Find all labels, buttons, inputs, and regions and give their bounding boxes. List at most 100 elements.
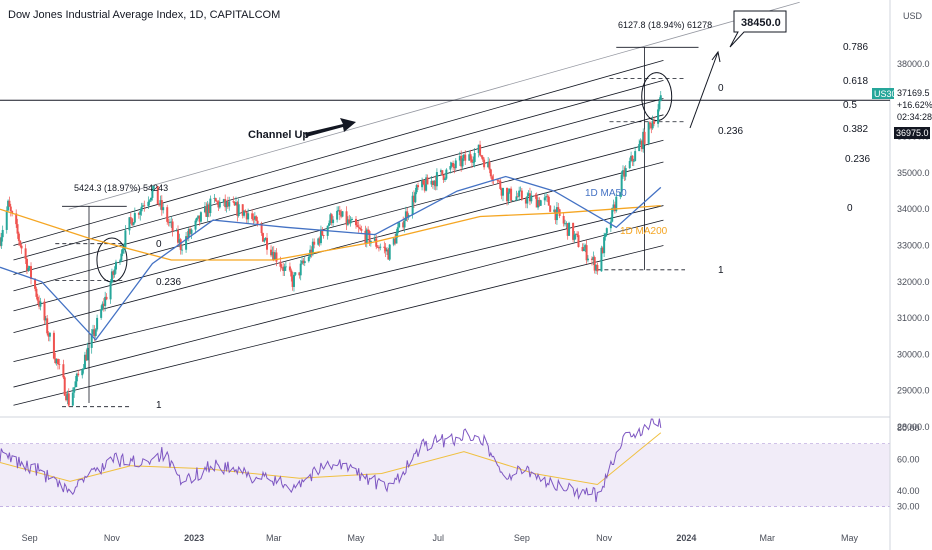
candle-body	[615, 196, 618, 212]
candle-body	[35, 288, 38, 297]
candle-body	[491, 176, 494, 180]
candle-body	[162, 207, 165, 211]
candle-body	[581, 247, 584, 252]
candle-body	[27, 268, 30, 271]
price-tick-label: 34000.0	[897, 204, 930, 214]
current-price-badge	[894, 127, 930, 139]
candle-body	[355, 218, 357, 226]
candle-body	[113, 269, 116, 275]
candle-body	[195, 217, 198, 221]
candle-body	[449, 166, 452, 170]
candle-body	[186, 236, 189, 238]
candle-body	[452, 162, 455, 167]
candle-body	[605, 228, 608, 234]
candle-body	[360, 229, 363, 231]
fib-level-0618: 0.618	[843, 76, 868, 87]
candle-body	[349, 220, 352, 224]
channel-line	[13, 59, 664, 246]
candle-body	[197, 215, 200, 218]
candle-body	[386, 249, 389, 252]
candle-body	[187, 228, 190, 238]
candle-body	[7, 200, 10, 211]
ellipse-2023	[641, 72, 673, 122]
candle-body	[528, 193, 531, 202]
candle-body	[74, 381, 77, 388]
candle-body	[595, 264, 598, 271]
candle-body	[425, 177, 428, 191]
candle-body	[288, 266, 291, 271]
candle-body	[104, 296, 107, 306]
candle-body	[290, 270, 293, 277]
candle-body	[237, 204, 240, 216]
candle-body	[43, 301, 46, 321]
candle-body	[272, 251, 275, 260]
candle-body	[520, 190, 523, 200]
candle-body	[553, 209, 556, 212]
candle-body	[93, 329, 96, 336]
candle-body	[470, 159, 473, 163]
candle-body	[639, 140, 642, 145]
candle-body	[468, 154, 471, 161]
price-tick-label: 31000.0	[897, 313, 930, 323]
candle-body	[472, 162, 475, 163]
chart-title: Dow Jones Industrial Average Index, 1D, …	[8, 9, 280, 21]
candle-body	[213, 198, 216, 199]
candle-body	[271, 251, 274, 256]
candle-body	[359, 227, 362, 230]
channel-up-label: Channel Up	[248, 129, 309, 141]
candle-body	[545, 196, 548, 198]
candle-body	[133, 213, 136, 223]
candle-body	[441, 170, 444, 176]
candle-body	[379, 246, 382, 248]
candle-body	[8, 200, 11, 207]
candle-body	[417, 185, 420, 188]
candle-body	[562, 216, 565, 224]
candle-body	[58, 364, 61, 365]
candle-body	[94, 329, 97, 336]
candle-body	[345, 211, 348, 225]
candle-body	[582, 248, 585, 252]
candle-body	[77, 373, 80, 376]
candle-body	[612, 204, 615, 208]
ma50-label: 1D MA50	[585, 188, 627, 199]
candle-body	[398, 222, 401, 228]
candle-body	[643, 131, 646, 144]
candle-body	[480, 155, 483, 157]
candle-body	[137, 213, 140, 215]
target-callout[interactable]: 38450.0	[729, 10, 787, 48]
candle-body	[0, 237, 3, 246]
channel-group	[0, 1, 890, 406]
candle-body	[170, 221, 173, 223]
measure-2023-label: 6127.8 (18.94%) 61278	[618, 20, 712, 30]
candle-body	[38, 300, 41, 307]
time-tick-label: Nov	[596, 533, 613, 543]
candle-body	[194, 220, 197, 230]
candle-body	[160, 200, 163, 211]
candle-body	[368, 231, 371, 244]
candle-body	[464, 154, 467, 161]
candle-body	[25, 258, 28, 271]
candle-body	[302, 260, 305, 264]
candle-body	[394, 238, 397, 244]
time-tick-label: 2024	[676, 533, 696, 543]
candle-body	[189, 228, 192, 234]
candle-body	[383, 246, 386, 248]
candle-body	[404, 211, 407, 221]
candle-body	[19, 240, 22, 246]
candle-body	[435, 172, 438, 187]
candle-body	[535, 195, 538, 208]
candle-body	[233, 202, 236, 206]
candle-body	[473, 152, 476, 163]
candle-body	[152, 186, 155, 189]
candle-body	[218, 202, 221, 208]
candle-body	[543, 197, 546, 201]
candle-body	[110, 271, 113, 283]
candle-body	[56, 359, 59, 365]
candle-body	[330, 214, 333, 224]
candle-body	[156, 186, 159, 205]
candle-body	[596, 264, 599, 272]
candle-body	[11, 211, 14, 214]
candle-body	[328, 223, 331, 226]
candle-body	[566, 223, 569, 236]
